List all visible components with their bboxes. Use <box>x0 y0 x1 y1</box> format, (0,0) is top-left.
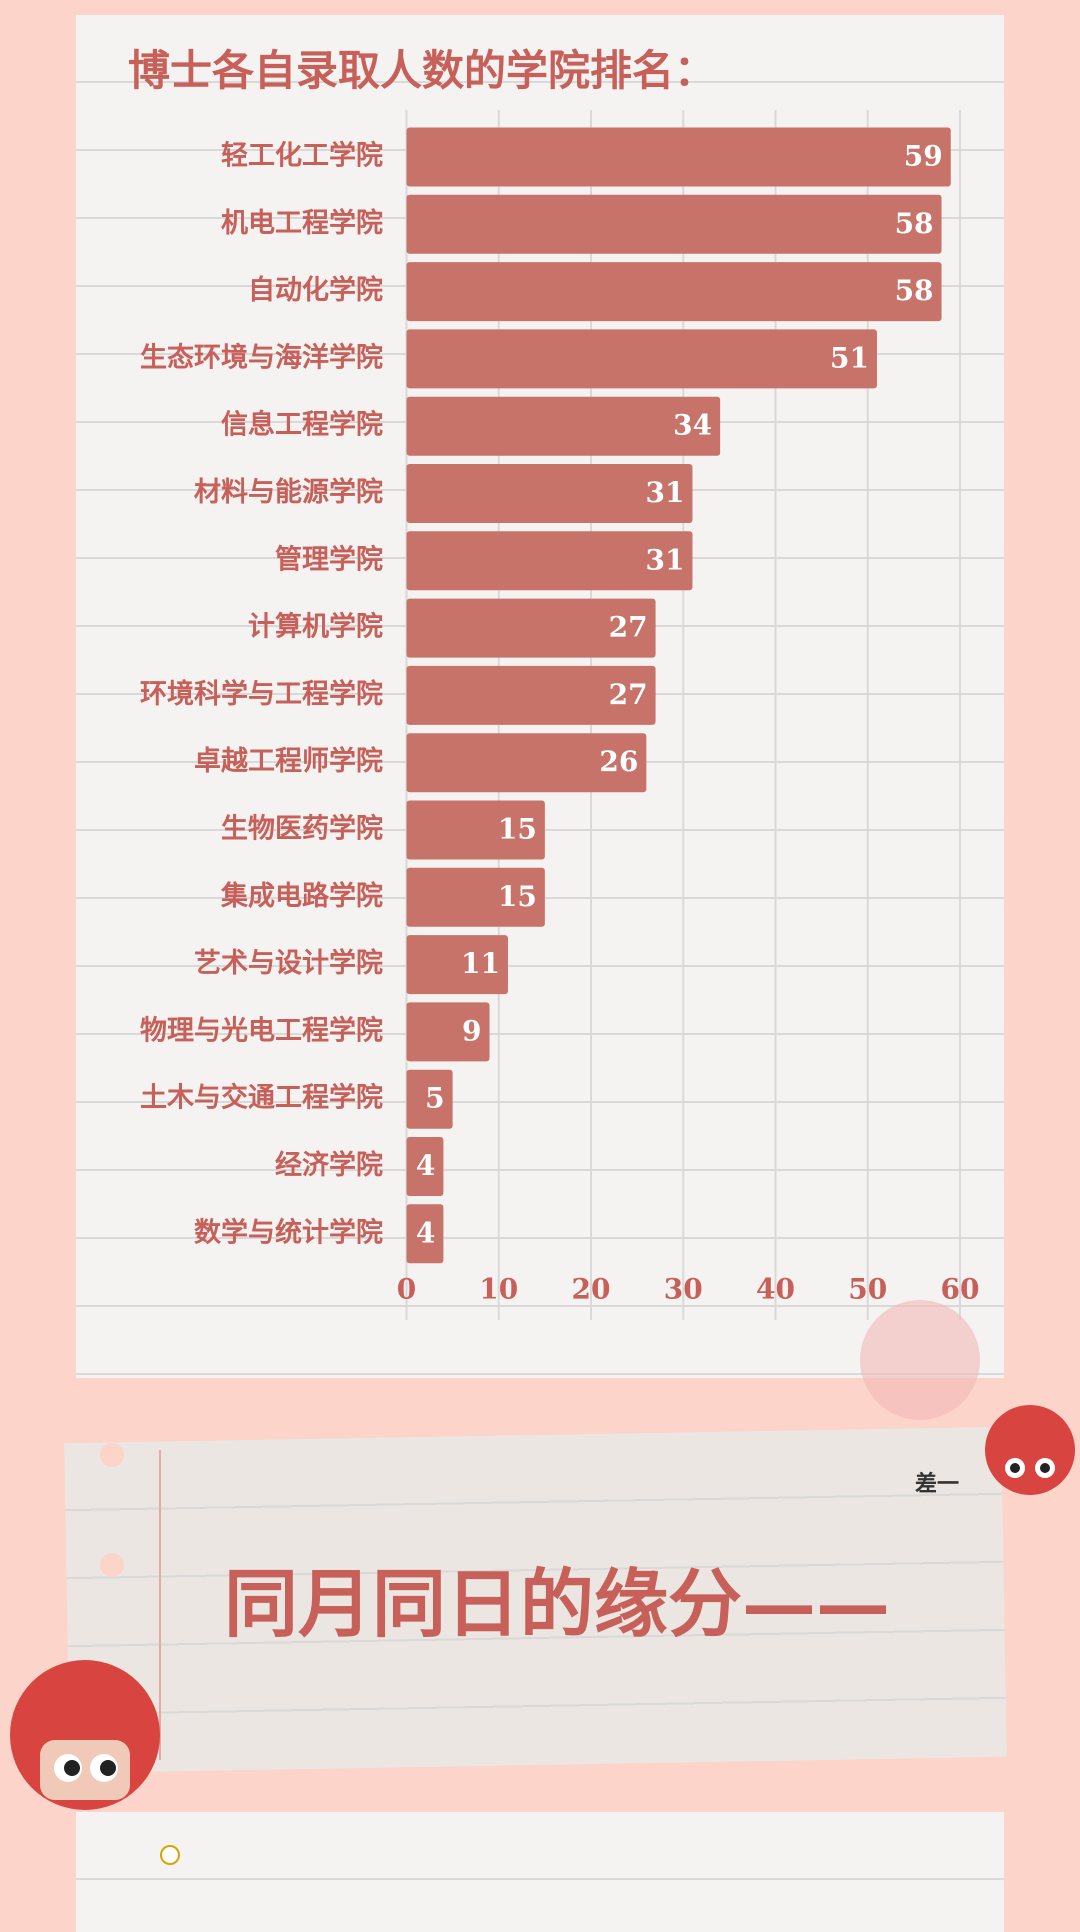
bar <box>406 665 656 725</box>
bottom-paper <box>76 1812 1004 1932</box>
value-label: 59 <box>904 140 943 173</box>
y-tick-label: 生态环境与海洋学院 <box>140 341 383 373</box>
bar <box>406 800 545 860</box>
value-label: 31 <box>646 476 685 509</box>
value-label: 31 <box>646 543 685 576</box>
y-tick-label: 物理与光电工程学院 <box>140 1014 383 1046</box>
bar <box>406 598 656 658</box>
bar <box>406 733 647 793</box>
bar <box>406 194 942 254</box>
x-tick-label: 20 <box>572 1273 611 1306</box>
y-tick-label: 土木与交通工程学院 <box>140 1082 383 1114</box>
value-label: 11 <box>461 947 500 980</box>
y-tick-label: 生物医药学院 <box>221 813 383 845</box>
bar <box>406 1204 444 1264</box>
sticker-text: 差一 <box>915 1471 959 1497</box>
y-tick-label: 数学与统计学院 <box>194 1216 383 1248</box>
value-label: 15 <box>498 880 537 913</box>
value-label: 9 <box>462 1014 481 1047</box>
x-tick-label: 40 <box>756 1273 795 1306</box>
value-label: 15 <box>498 813 537 846</box>
y-tick-label: 信息工程学院 <box>221 409 383 441</box>
y-tick-label: 经济学院 <box>275 1149 383 1181</box>
value-label: 5 <box>425 1082 444 1115</box>
bar <box>406 127 951 187</box>
value-label: 34 <box>673 409 712 442</box>
value-label: 51 <box>830 341 869 374</box>
y-tick-label: 轻工化工学院 <box>221 140 383 172</box>
mascot: 差一 <box>860 1300 1075 1497</box>
x-tick-label: 0 <box>397 1273 416 1306</box>
value-label: 27 <box>609 678 648 711</box>
mascot <box>10 1660 180 1865</box>
y-tick-label: 计算机学院 <box>248 611 383 643</box>
y-tick-label: 机电工程学院 <box>221 207 383 239</box>
y-tick-label: 艺术与设计学院 <box>194 947 383 979</box>
bar <box>406 935 508 995</box>
bar <box>406 531 693 591</box>
bar <box>406 262 942 322</box>
bar <box>406 329 877 389</box>
bar <box>406 1069 453 1129</box>
hole <box>100 1553 124 1577</box>
value-label: 58 <box>895 207 934 240</box>
section-title: 同月同日的缘分—— <box>224 1562 890 1648</box>
y-tick-label: 自动化学院 <box>248 274 383 306</box>
x-tick-label: 60 <box>941 1273 980 1306</box>
bar <box>406 464 693 523</box>
bar <box>406 867 545 927</box>
y-tick-label: 材料与能源学院 <box>194 476 383 508</box>
y-tick-label: 集成电路学院 <box>220 880 383 912</box>
value-label: 26 <box>599 745 638 778</box>
x-tick-label: 30 <box>664 1273 703 1306</box>
chart-title: 博士各自录取人数的学院排名： <box>128 46 716 95</box>
bar <box>406 1137 444 1196</box>
value-label: 58 <box>895 274 934 307</box>
value-label: 4 <box>416 1216 435 1249</box>
bar <box>406 1002 490 1062</box>
y-tick-label: 环境科学与工程学院 <box>140 678 383 710</box>
value-label: 27 <box>609 611 648 644</box>
bar <box>406 396 721 456</box>
hole <box>100 1443 124 1467</box>
y-tick-label: 卓越工程师学院 <box>194 745 383 777</box>
y-tick-label: 管理学院 <box>275 543 383 575</box>
x-tick-label: 50 <box>848 1273 887 1306</box>
x-tick-label: 10 <box>479 1273 518 1306</box>
value-label: 4 <box>416 1149 435 1182</box>
